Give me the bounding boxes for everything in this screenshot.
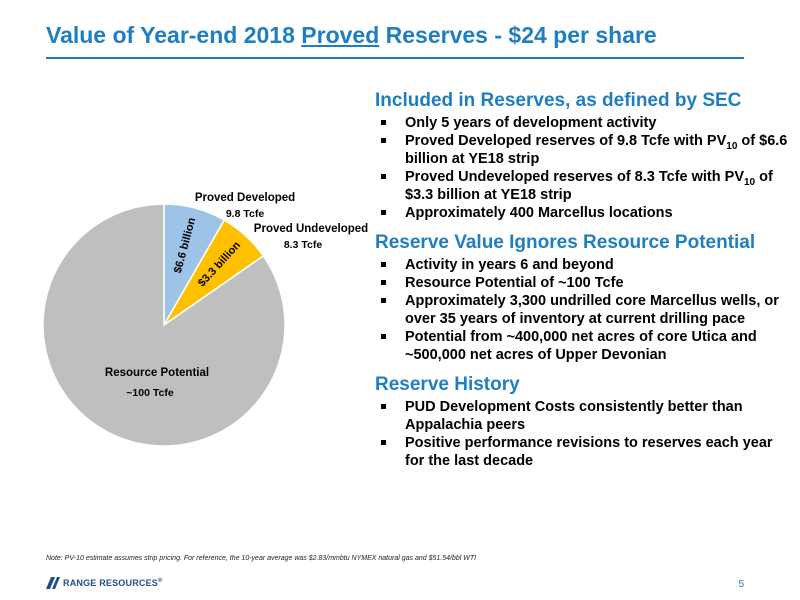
pie-slice-3: [42, 203, 286, 447]
bullet-list: PUD Development Costs consistently bette…: [375, 398, 790, 470]
slice-quantity-label: 9.8 Tcfe: [226, 208, 264, 220]
page-number: 5: [738, 579, 744, 590]
section-3: Reserve History PUD Development Costs con…: [375, 374, 790, 470]
range-logo-icon: [46, 577, 60, 589]
slice-quantity-label: 8.3 Tcfe: [284, 239, 322, 251]
bullet-item: Proved Developed reserves of 9.8 Tcfe wi…: [375, 132, 790, 168]
bullet-list: Activity in years 6 and beyond Resource P…: [375, 256, 790, 364]
section-heading: Included in Reserves, as defined by SEC: [375, 90, 742, 111]
bullet-item: Potential from ~400,000 net acres of cor…: [375, 328, 790, 364]
bullet-item: PUD Development Costs consistently bette…: [375, 398, 790, 434]
slice-quantity-label: ~100 Tcfe: [126, 387, 174, 399]
bullet-item: Approximately 400 Marcellus locations: [375, 204, 790, 222]
slice-name-label: Proved Undeveloped: [254, 223, 368, 235]
footnote: Note: PV-10 estimate assumes strip prici…: [46, 555, 477, 562]
bullet-panel: Included in Reserves, as defined by SEC O…: [375, 90, 790, 480]
bullet-item: Proved Undeveloped reserves of 8.3 Tcfe …: [375, 168, 790, 204]
bullet-item: Positive performance revisions to reserv…: [375, 434, 790, 470]
bullet-item: Only 5 years of development activity: [375, 114, 790, 132]
bullet-item: Activity in years 6 and beyond: [375, 256, 790, 274]
title-underlined-word: Proved: [301, 22, 380, 48]
bullet-list: Only 5 years of development activity Prov…: [375, 114, 790, 222]
slide-title: Value of Year-end 2018 Proved Reserves -…: [46, 22, 657, 48]
slice-name-label: Proved Developed: [195, 192, 295, 204]
range-resources-logo: RANGE RESOURCES®: [46, 577, 163, 589]
title-rule: [46, 57, 744, 59]
section-heading: Reserve Value Ignores Resource Potential: [375, 232, 756, 253]
bullet-item: Approximately 3,300 undrilled core Marce…: [375, 292, 790, 328]
slice-name-label: Resource Potential: [105, 367, 209, 379]
section-heading: Reserve History: [375, 374, 520, 395]
bullet-item: Resource Potential of ~100 Tcfe: [375, 274, 790, 292]
section-2: Reserve Value Ignores Resource Potential…: [375, 232, 790, 364]
section-1: Included in Reserves, as defined by SEC O…: [375, 90, 790, 222]
logo-text: RANGE RESOURCES®: [63, 578, 163, 588]
